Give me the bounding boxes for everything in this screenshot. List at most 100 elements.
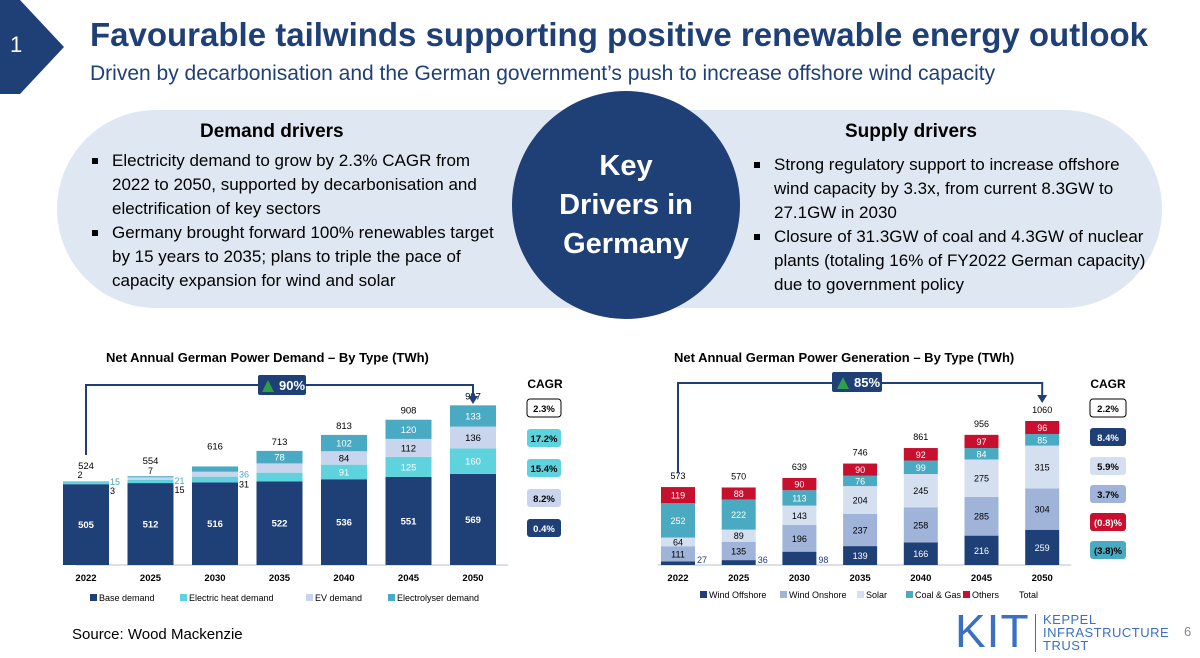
x-tick-label: 2030 <box>789 573 810 584</box>
logo-name-line: TRUST <box>1043 639 1169 652</box>
x-tick-label: 2022 <box>75 573 96 584</box>
data-label: 245 <box>913 486 928 496</box>
cagr-heading: CAGR <box>527 377 563 391</box>
legend-label: EV demand <box>315 593 362 603</box>
data-label: 15 <box>175 485 185 495</box>
data-label: 92 <box>916 450 926 460</box>
data-label: 97 <box>976 437 986 447</box>
cagr-value: (0.8)% <box>1094 518 1123 529</box>
company-logo: KIT KEPPEL INFRASTRUCTURE TRUST <box>955 610 1185 653</box>
growth-label: 85% <box>854 375 880 390</box>
data-label: 551 <box>401 516 418 527</box>
source-note: Source: Wood Mackenzie <box>72 626 243 643</box>
legend-swatch <box>780 591 787 598</box>
cagr-value: 3.7% <box>1097 490 1119 501</box>
data-label: 78 <box>274 453 285 464</box>
legend-label: Total <box>1019 590 1038 600</box>
page-number: 6 <box>1184 624 1191 639</box>
data-label: 275 <box>974 474 989 484</box>
legend-swatch <box>90 594 97 601</box>
data-label: 99 <box>916 463 926 473</box>
data-label: 36 <box>758 555 768 565</box>
legend-label: Electric heat demand <box>189 593 274 603</box>
data-label: 113 <box>792 493 806 503</box>
x-tick-label: 2025 <box>140 573 162 584</box>
logo-name: KEPPEL INFRASTRUCTURE TRUST <box>1043 613 1169 652</box>
data-label: 90 <box>794 480 804 490</box>
cagr-value: 8.4% <box>1097 433 1119 444</box>
data-label: 7 <box>148 466 153 476</box>
data-label: 569 <box>465 515 481 526</box>
data-label: 111 <box>671 549 685 559</box>
data-label: 160 <box>465 457 481 468</box>
legend-swatch <box>906 591 913 598</box>
data-label: 27 <box>697 555 707 565</box>
legend-swatch <box>180 594 187 601</box>
data-label: 133 <box>465 411 481 422</box>
data-label: 36 <box>239 469 249 479</box>
data-label: 31 <box>239 479 249 489</box>
total-label: 570 <box>731 471 746 481</box>
total-label: 616 <box>207 441 223 452</box>
x-tick-label: 2050 <box>1032 573 1053 584</box>
logo-mark: KIT <box>955 604 1030 658</box>
bar-segment <box>128 480 174 483</box>
data-label: 120 <box>401 425 417 436</box>
bar-segment <box>63 482 109 484</box>
legend-label: Others <box>972 590 1000 600</box>
x-tick-label: 2045 <box>398 573 420 584</box>
data-label: 216 <box>974 546 989 556</box>
cagr-value: 17.2% <box>531 434 558 445</box>
data-label: 64 <box>673 537 683 547</box>
x-tick-label: 2045 <box>971 573 993 584</box>
bar-segment <box>257 473 303 482</box>
data-label: 90 <box>855 465 865 475</box>
growth-label: 90% <box>279 378 305 393</box>
legend-swatch <box>306 594 313 601</box>
data-label: 505 <box>78 520 95 531</box>
data-label: 222 <box>731 510 746 520</box>
legend-label: Solar <box>866 590 887 600</box>
data-label: 76 <box>855 476 865 486</box>
total-label: 956 <box>974 419 989 429</box>
x-tick-label: 2030 <box>204 573 225 584</box>
bar-segment <box>192 466 238 471</box>
data-label: 125 <box>401 462 417 473</box>
cagr-value: 2.3% <box>533 404 555 415</box>
legend-swatch <box>963 591 970 598</box>
bar-segment <box>722 560 756 565</box>
legend-swatch <box>388 594 395 601</box>
data-label: 304 <box>1035 505 1050 515</box>
data-label: 143 <box>792 511 807 521</box>
total-label: 861 <box>913 432 928 442</box>
data-label: 139 <box>853 551 868 561</box>
total-label: 524 <box>78 461 94 472</box>
data-label: 516 <box>207 519 223 530</box>
data-label: 89 <box>734 531 744 541</box>
data-label: 96 <box>1037 423 1047 433</box>
logo-divider <box>1035 614 1036 652</box>
legend-label: Wind Onshore <box>789 590 847 600</box>
total-label: 713 <box>272 437 288 448</box>
data-label: 3 <box>110 486 115 496</box>
data-label: 259 <box>1035 543 1050 553</box>
total-label: 639 <box>792 462 807 472</box>
data-label: 315 <box>1035 463 1050 473</box>
cagr-value: 8.2% <box>533 494 555 505</box>
data-label: 112 <box>401 443 416 454</box>
cagr-value: (3.8)% <box>1094 546 1123 557</box>
cagr-value: 2.2% <box>1097 404 1119 415</box>
bar-segment <box>128 477 174 479</box>
data-label: 119 <box>671 491 685 501</box>
x-tick-label: 2035 <box>850 573 872 584</box>
data-label: 204 <box>853 495 868 505</box>
cagr-value: 5.9% <box>1097 462 1119 473</box>
data-label: 88 <box>734 489 744 499</box>
cagr-value: 15.4% <box>531 464 558 475</box>
x-tick-label: 2035 <box>269 573 291 584</box>
data-label: 536 <box>336 518 352 529</box>
legend-swatch <box>700 591 707 598</box>
data-label: 135 <box>731 546 746 556</box>
data-label: 102 <box>336 439 352 450</box>
